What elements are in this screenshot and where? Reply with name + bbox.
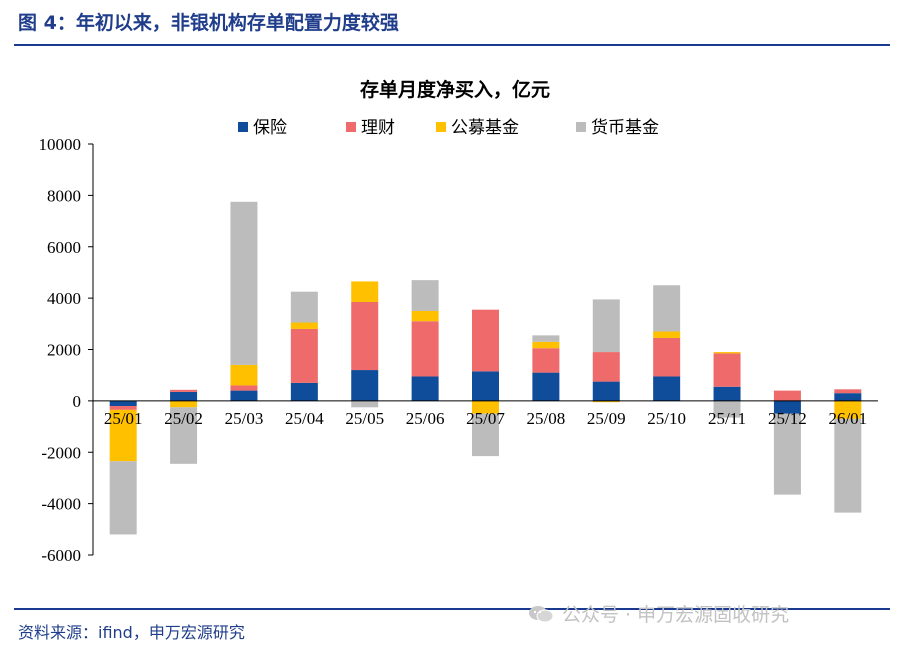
bar-segment [834, 418, 862, 513]
bar-segment [109, 409, 137, 462]
bar-segment [472, 371, 499, 401]
source-note: 资料来源：ifind，申万宏源研究 [18, 623, 245, 642]
x-tick-label: 25/11 [708, 409, 746, 428]
bar-segment [230, 364, 258, 386]
bar-segment [653, 331, 681, 338]
legend-item: 保险 [238, 118, 287, 138]
chart-title: 存单月度净买入，亿元 [360, 78, 550, 101]
legend-swatch [576, 122, 586, 132]
bar-segment [472, 400, 499, 414]
bar-segment [170, 391, 198, 401]
bar-segment [532, 372, 560, 401]
bar-segment [834, 400, 862, 419]
figure-title: 图 4：年初以来，非银机构存单配置力度较强 [18, 12, 399, 34]
bar-segment [411, 321, 439, 377]
bar-segment [351, 281, 379, 302]
bar-segment [713, 353, 741, 387]
bar-segment [170, 389, 198, 392]
bar-segment [653, 337, 681, 377]
plot-area: 10000 8000 6000 4000 2000 0 -2000 -4000 -6000 25/… [39, 135, 878, 565]
legend-item: 货币基金 [576, 118, 659, 138]
bar-segment [170, 400, 198, 408]
bar-segment [472, 413, 499, 457]
x-tick-label: 26/01 [828, 409, 867, 428]
bar-segment [411, 280, 439, 311]
y-tick-label: -4000 [41, 495, 81, 514]
bar-segment [351, 400, 379, 408]
y-tick-label: -2000 [41, 443, 81, 462]
bar-segment [290, 322, 318, 329]
bar-segment [109, 400, 137, 407]
bar-segment [230, 385, 258, 391]
legend-label: 公募基金 [451, 118, 519, 138]
chart-svg: 存单月度净买入，亿元 保险 理财 公募基金 货币基金 10000 8000 6000 400… [39, 78, 878, 565]
x-tick-label: 25/10 [647, 409, 686, 428]
bar-segment [592, 400, 620, 403]
x-tick-label: 25/04 [285, 409, 324, 428]
chart-area: 存单月度净买入，亿元 保险 理财 公募基金 货币基金 10000 8000 6000 400… [0, 52, 900, 604]
bar-segment [472, 309, 499, 372]
y-tick-label: 6000 [47, 238, 81, 257]
bar-segment [109, 461, 137, 535]
title-divider [14, 44, 890, 46]
x-tick-label: 25/07 [466, 409, 505, 428]
bar-segment [230, 201, 258, 365]
x-tick-label: 25/05 [345, 409, 384, 428]
x-tick-label: 25/06 [406, 409, 445, 428]
wechat-icon [529, 605, 554, 622]
bar-segment [592, 352, 620, 382]
bar-segment [170, 407, 198, 464]
x-tick-label: 25/01 [104, 409, 143, 428]
bar-segment [532, 341, 560, 349]
bar-segment [834, 393, 862, 401]
x-tick-label: 25/02 [164, 409, 203, 428]
y-tick-label: 10000 [39, 135, 82, 154]
bar-segment [109, 406, 137, 410]
bar-segment [773, 400, 801, 414]
bar-segment [713, 352, 741, 354]
bar-segment [653, 285, 681, 332]
watermark-text: 公众号 · 申万宏源固收研究 [562, 604, 790, 626]
bar-segment [834, 389, 862, 394]
bar-segment [653, 376, 681, 401]
bar-segment [411, 376, 439, 401]
bar-segment [713, 400, 741, 418]
x-tick-label: 25/09 [587, 409, 626, 428]
legend-label: 保险 [253, 118, 287, 138]
bar-segment [351, 370, 379, 401]
bar-segment [773, 413, 801, 495]
x-tick-label: 25/08 [527, 409, 566, 428]
chart-legend: 保险 理财 公募基金 货币基金 [238, 118, 659, 138]
bar-segment [532, 348, 560, 373]
legend-swatch [238, 122, 248, 132]
legend-item: 公募基金 [436, 118, 519, 138]
bar-segment [773, 390, 801, 401]
bar-segment [290, 291, 318, 323]
legend-label: 理财 [361, 118, 395, 138]
legend-swatch [346, 122, 356, 132]
legend-label: 货币基金 [591, 118, 659, 138]
y-tick-label: 8000 [47, 186, 81, 205]
legend-item: 理财 [346, 118, 395, 138]
bar-segment [592, 381, 620, 401]
source-divider [14, 608, 890, 610]
y-tick-label: 0 [73, 392, 82, 411]
bar-segment [290, 382, 318, 401]
y-tick-label: 4000 [47, 289, 81, 308]
bar-segment [713, 386, 741, 401]
bar-segment [592, 299, 620, 353]
legend-swatch [436, 122, 446, 132]
y-tick-label: -6000 [41, 546, 81, 565]
x-tick-label: 25/12 [768, 409, 807, 428]
watermark: 公众号 · 申万宏源固收研究 [528, 600, 789, 627]
bar-segment [411, 310, 439, 322]
bar-segment [230, 390, 258, 401]
bar-segment [351, 301, 379, 371]
bar-segment [290, 328, 318, 383]
x-tick-label: 25/03 [225, 409, 264, 428]
bar-segment [532, 335, 560, 342]
y-tick-label: 2000 [47, 341, 81, 360]
